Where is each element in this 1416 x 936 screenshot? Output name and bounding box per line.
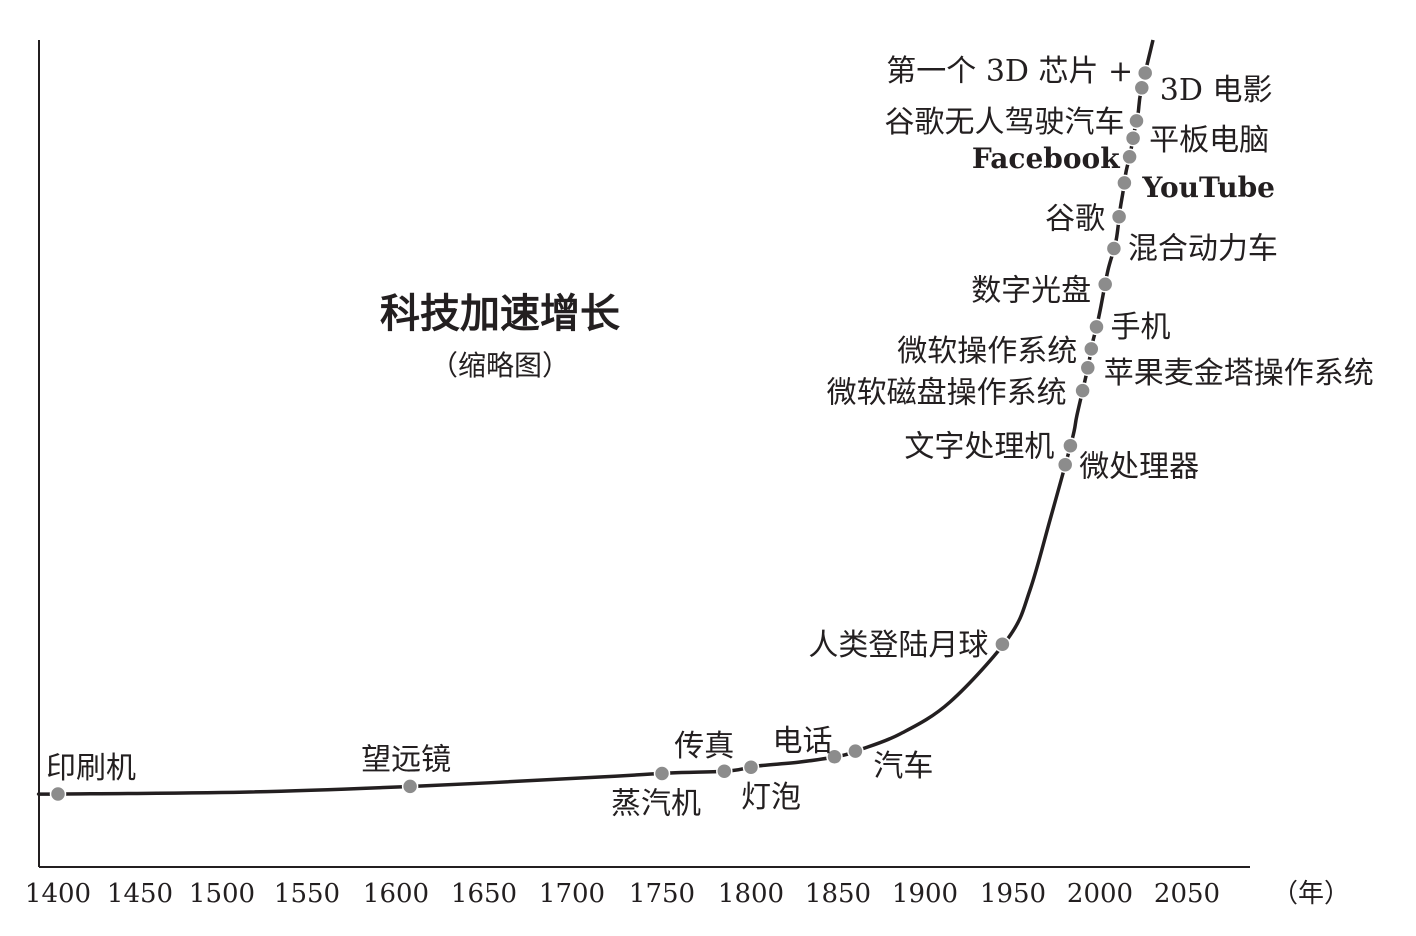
event-points (49, 64, 1154, 803)
x-axis-label: （年） (1272, 879, 1350, 909)
event-label: 手机 (1111, 310, 1171, 345)
event-point (1083, 340, 1100, 358)
x-tick-label: 1500 (189, 879, 255, 909)
x-tick-label: 2000 (1067, 879, 1133, 909)
chart-subtitle: （缩略图） (430, 349, 570, 382)
event-label: 谷歌 (1045, 202, 1105, 237)
x-tick-label: 1650 (451, 879, 517, 909)
event-point (401, 778, 419, 795)
x-tick-label: 1700 (539, 879, 605, 909)
x-tick-labels: 1400 1450 1500 1550 1600 1650 1700 1750 1800 1850… (25, 879, 1220, 909)
event-label: 第一个 3D 芯片 + (886, 54, 1133, 89)
event-label: 微软操作系统 (897, 334, 1077, 369)
event-label: 汽车 (873, 749, 933, 784)
event-label: 望远镜 (361, 742, 451, 777)
x-tick-label: 1450 (107, 879, 173, 909)
x-tick-label: 1400 (25, 879, 91, 909)
event-point (1128, 112, 1145, 130)
event-label: 文字处理机 (904, 430, 1054, 465)
event-label: 电话 (773, 724, 833, 759)
event-point (716, 762, 733, 780)
event-point (994, 635, 1011, 653)
x-tick-label: 1800 (718, 879, 784, 909)
event-point (1096, 276, 1114, 293)
event-label: 数字光盘 (971, 273, 1091, 308)
x-tick-label: 1950 (980, 879, 1046, 909)
event-point (49, 785, 67, 803)
event-point (847, 742, 864, 760)
event-label: 灯泡 (741, 780, 801, 815)
event-point (1074, 382, 1091, 399)
event-point (653, 765, 671, 782)
event-point (1116, 174, 1133, 192)
event-label: 微处理器 (1079, 450, 1199, 485)
event-label: 苹果麦金塔操作系统 (1104, 356, 1374, 391)
event-label: 传真 (674, 729, 734, 764)
event-label: 3D 电影 (1160, 73, 1273, 108)
event-point (1121, 148, 1138, 166)
x-tick-label: 1900 (892, 879, 958, 909)
event-label: YouTube (1141, 171, 1275, 204)
x-tick-label: 1750 (629, 879, 695, 909)
event-label: 印刷机 (46, 751, 136, 786)
chart-title: 科技加速增长 (380, 291, 620, 337)
x-tick-label: 2050 (1154, 879, 1220, 909)
event-label: 蒸汽机 (611, 787, 701, 822)
event-point (1056, 456, 1074, 473)
x-tick-label: 1550 (274, 879, 340, 909)
event-point (1088, 318, 1105, 336)
event-label: 微软磁盘操作系统 (827, 376, 1067, 411)
event-label: Facebook (972, 142, 1120, 175)
x-tick-label: 1850 (805, 879, 871, 909)
event-label: 谷歌无人驾驶汽车 (885, 105, 1125, 140)
event-label: 混合动力车 (1128, 232, 1278, 267)
event-point (1105, 240, 1123, 257)
event-point (1079, 359, 1097, 377)
x-tick-label: 1600 (363, 879, 429, 909)
event-label: 平板电脑 (1149, 123, 1269, 158)
event-point (1062, 437, 1079, 454)
event-label: 人类登陆月球 (808, 628, 988, 663)
event-point (1133, 79, 1151, 97)
event-point (826, 748, 843, 766)
event-point (1110, 208, 1128, 225)
axes (38, 40, 1250, 868)
event-point (742, 758, 760, 776)
event-point (1124, 129, 1142, 147)
event-point (1136, 64, 1154, 82)
